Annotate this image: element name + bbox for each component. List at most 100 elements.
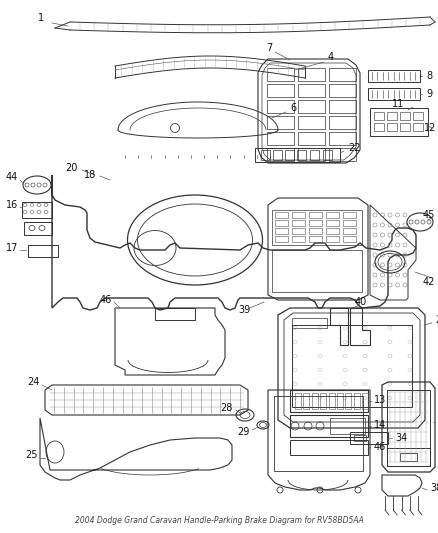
Text: 28: 28 [221,403,233,413]
Bar [400,453,417,461]
Text: 6: 6 [290,103,296,113]
Bar [297,150,306,160]
Bar [24,222,52,235]
Text: 1: 1 [38,13,44,23]
Bar [295,393,301,409]
Text: 12: 12 [424,123,436,133]
Bar [298,84,325,97]
Bar [328,393,335,409]
Bar [323,150,332,160]
Text: 38: 38 [430,483,438,493]
Bar [362,393,368,409]
Text: 27: 27 [435,315,438,325]
Text: 42: 42 [423,277,435,287]
Bar [329,116,356,129]
Bar [292,236,305,242]
Text: 7: 7 [266,43,272,53]
Bar [413,112,423,120]
Bar [272,210,362,245]
Bar [298,100,325,113]
Bar [275,212,288,218]
Bar [292,228,305,234]
Bar [298,148,325,161]
Bar [368,70,420,82]
Bar [267,100,294,113]
Bar [374,112,384,120]
Text: 34: 34 [395,433,407,443]
Bar [272,250,362,292]
Bar [285,150,294,160]
Bar [267,132,294,145]
Bar [292,325,412,407]
Bar [309,236,322,242]
Bar [413,123,423,131]
Text: 8: 8 [426,71,432,81]
Bar [387,448,430,466]
Bar [275,220,288,226]
Bar [329,148,356,161]
Bar [255,148,340,162]
Bar [267,148,294,161]
Bar [267,68,294,81]
Text: 9: 9 [426,89,432,99]
Bar [274,396,363,471]
Text: 40: 40 [355,297,367,307]
Text: 46: 46 [100,295,112,305]
Bar [368,88,420,100]
Bar [370,108,428,136]
Bar [155,308,195,320]
Bar [329,68,356,81]
Bar [292,212,305,218]
Bar [290,415,368,437]
Text: 46: 46 [374,442,386,452]
Text: 20: 20 [66,163,78,173]
Bar [374,123,384,131]
Bar [387,112,397,120]
Text: 45: 45 [423,210,435,220]
Text: 32: 32 [437,415,438,425]
Text: 14: 14 [374,420,386,430]
Bar [22,202,52,218]
Bar [290,440,368,455]
Text: 4: 4 [328,52,334,62]
Bar [267,84,294,97]
Text: 24: 24 [28,377,40,387]
Bar [310,150,319,160]
Bar [298,132,325,145]
Bar [28,245,58,257]
Bar [343,228,356,234]
Bar [326,212,339,218]
Text: 39: 39 [238,305,250,315]
Text: 22: 22 [348,143,360,153]
Bar [326,220,339,226]
Bar [298,116,325,129]
Text: 2004 Dodge Grand Caravan Handle-Parking Brake Diagram for RV58BD5AA: 2004 Dodge Grand Caravan Handle-Parking … [74,516,364,525]
Bar [261,150,270,160]
Bar [273,150,282,160]
Bar [326,228,339,234]
Bar [353,393,360,409]
Bar [343,220,356,226]
Text: 16: 16 [6,200,18,210]
Bar [345,393,351,409]
Bar [350,432,388,444]
Bar [400,112,410,120]
Bar [267,116,294,129]
Text: 44: 44 [6,172,18,182]
Text: 11: 11 [392,99,404,109]
Text: 17: 17 [6,243,18,253]
Bar [326,236,339,242]
Bar [329,132,356,145]
Bar [304,393,309,409]
Bar [298,68,325,81]
Bar [400,123,410,131]
Bar [312,393,318,409]
Bar [275,236,288,242]
Text: 13: 13 [374,395,386,405]
Bar [337,393,343,409]
Bar [329,100,356,113]
Bar [354,435,366,441]
Bar [387,390,430,466]
Text: 29: 29 [238,427,250,437]
Bar [343,212,356,218]
